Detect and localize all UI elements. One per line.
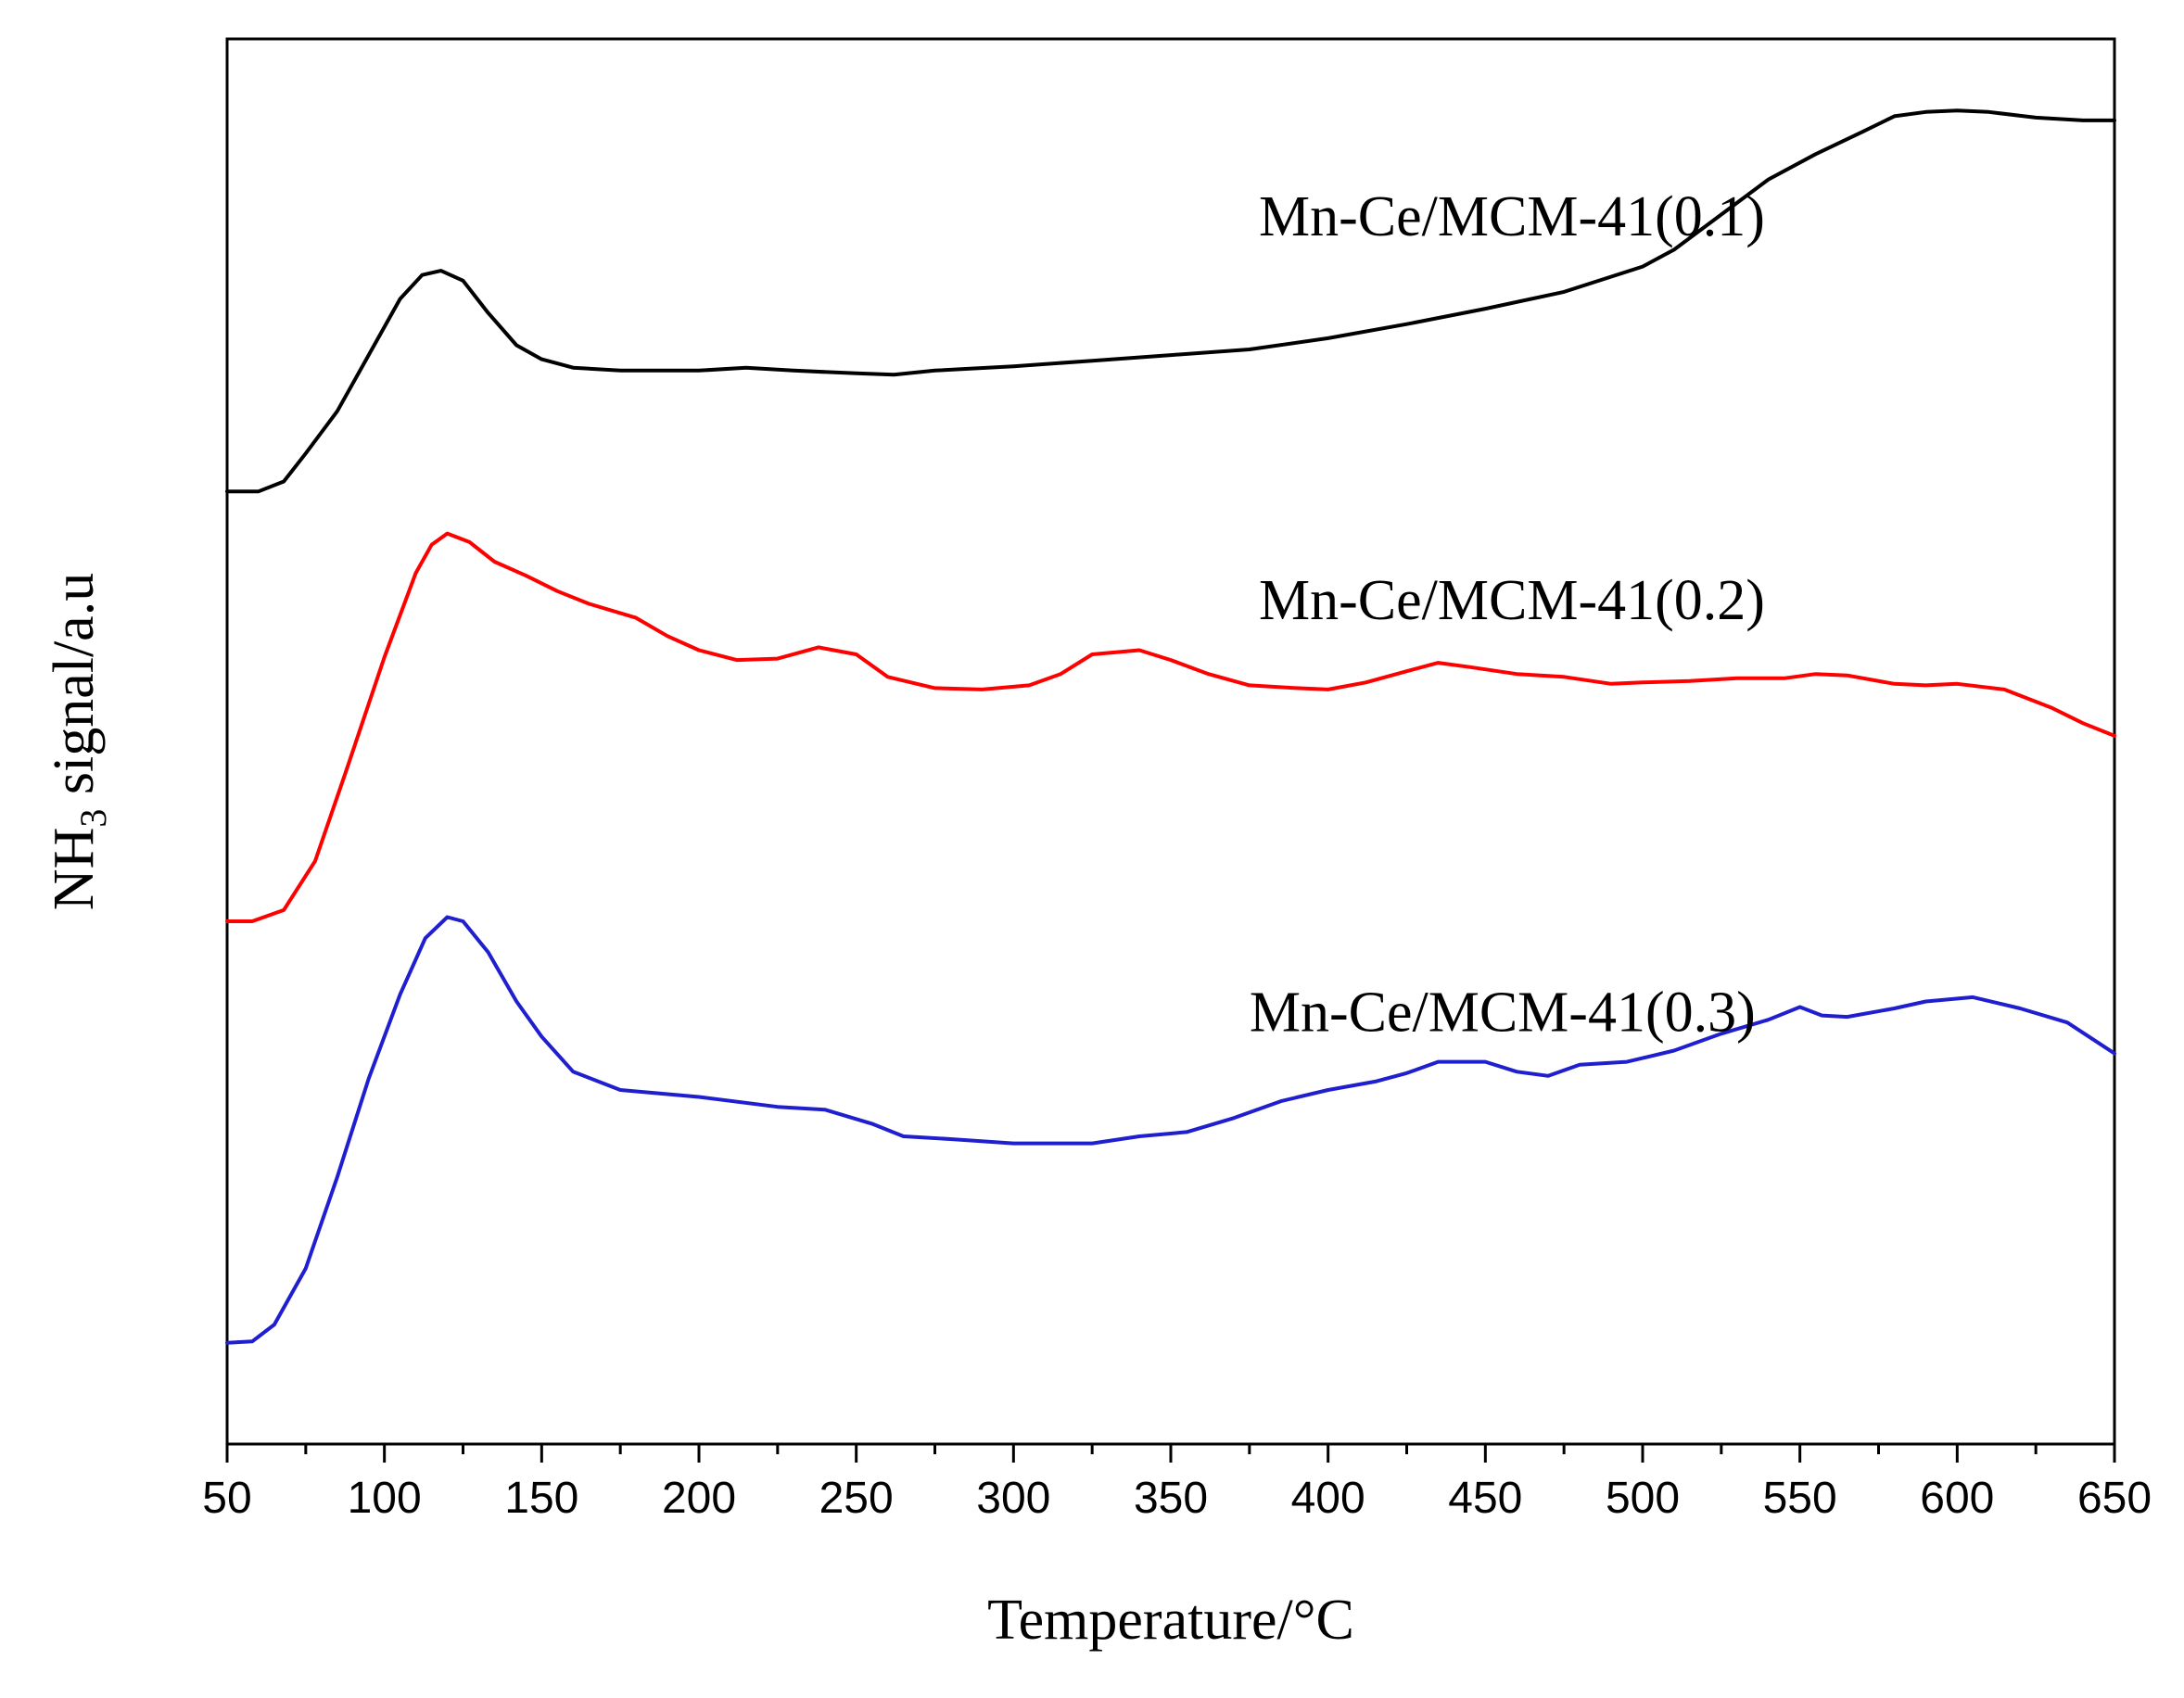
series-layer [225, 108, 2116, 1345]
x-tick-label: 50 [202, 1474, 251, 1523]
x-tick-label: 450 [1448, 1474, 1522, 1523]
annotation-layer: Mn-Ce/MCM-41(0.1) Mn-Ce/MCM-41(0.2) Mn-Ce/… [1250, 185, 1765, 1044]
x-tick-label: 100 [348, 1474, 422, 1523]
x-tick-label: 650 [2077, 1474, 2152, 1523]
x-tick-label: 550 [1763, 1474, 1837, 1523]
x-tick-label: 250 [819, 1474, 894, 1523]
x-tick-label: 500 [1606, 1474, 1680, 1523]
y-axis-title-suffix: signal/a.u [43, 573, 106, 809]
series-label-2: Mn-Ce/MCM-41(0.2) [1259, 569, 1765, 632]
y-axis-title: NH3 signal/a.u [43, 573, 114, 910]
x-tick-label: 350 [1134, 1474, 1208, 1523]
series-label-1: Mn-Ce/MCM-41(0.1) [1259, 185, 1765, 248]
x-axis-ticks [225, 1444, 2116, 1463]
series-line-2 [225, 531, 2116, 923]
x-tick-label: 150 [504, 1474, 578, 1523]
x-tick-label: 300 [976, 1474, 1050, 1523]
series-line-3 [225, 915, 2116, 1345]
plot-frame [225, 37, 2116, 1446]
x-axis-title: Temperature/°C [987, 1589, 1354, 1652]
x-tick-label: 600 [1920, 1474, 1994, 1523]
x-tick-label: 400 [1291, 1474, 1365, 1523]
series-line-1 [225, 108, 2116, 494]
y-axis-title-prefix: NH [43, 828, 106, 911]
x-axis-tick-labels: 50 100 150 200 250 300 350 400 450 500 550 600 650 [202, 1474, 2152, 1523]
y-axis-title-subscript: 3 [72, 809, 114, 828]
x-tick-label: 200 [662, 1474, 736, 1523]
series-label-3: Mn-Ce/MCM-41(0.3) [1250, 981, 1756, 1044]
